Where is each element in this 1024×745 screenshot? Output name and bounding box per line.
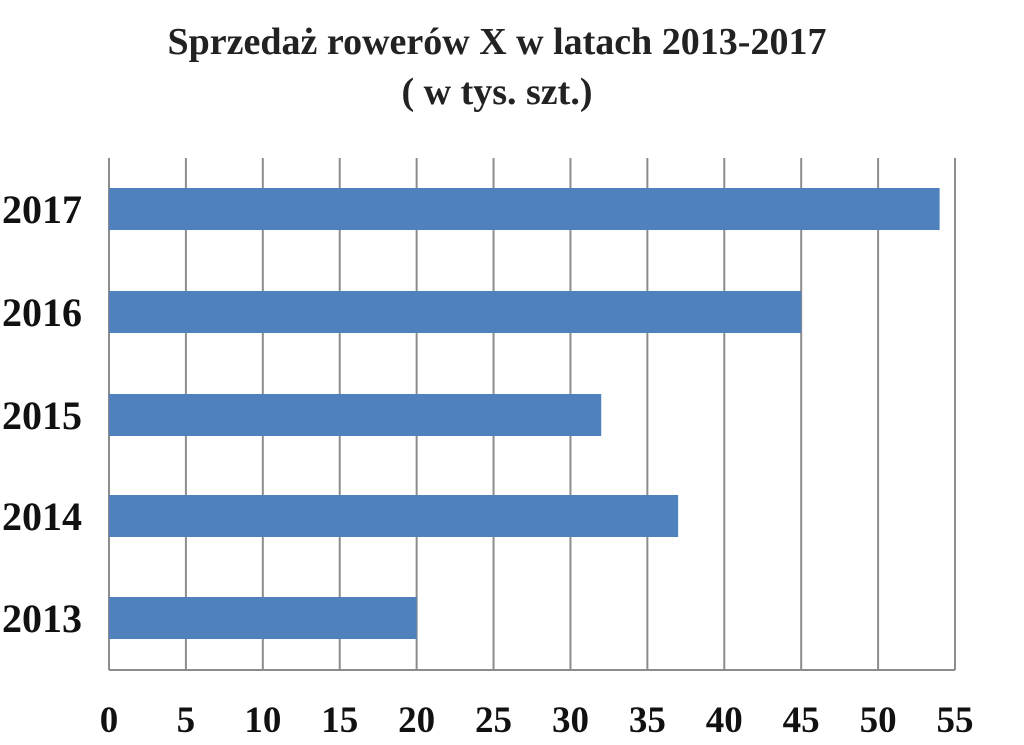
x-axis-tick-labels: 0 5 10 15 20 25 30 35 40 45 50 55 (100, 700, 974, 741)
chart-subtitle: ( w tys. szt.) (401, 71, 593, 113)
x-tick-label-55: 55 (937, 700, 974, 741)
bar-2017 (109, 188, 940, 230)
x-tick-label-0: 0 (100, 700, 119, 741)
y-tick-label-2016: 2016 (2, 290, 82, 335)
x-tick-label-40: 40 (706, 700, 743, 741)
bar-2015 (109, 394, 602, 436)
y-tick-label-2014: 2014 (2, 494, 82, 539)
chart-title: Sprzedaż rowerów X w latach 2013-2017 (167, 21, 827, 63)
x-tick-label-50: 50 (860, 700, 897, 741)
bars (109, 188, 940, 639)
x-tick-label-20: 20 (398, 700, 435, 741)
bar-2014 (109, 495, 679, 537)
x-tick-label-30: 30 (552, 700, 589, 741)
x-tick-label-35: 35 (629, 700, 666, 741)
x-tick-label-10: 10 (244, 700, 281, 741)
y-axis-tick-labels: 2013 2014 2015 2016 2017 (2, 187, 82, 641)
x-tick-label-5: 5 (177, 700, 196, 741)
y-tick-label-2013: 2013 (2, 596, 82, 641)
bar-2013 (109, 597, 417, 639)
y-tick-label-2017: 2017 (2, 187, 82, 232)
bar-2016 (109, 291, 802, 333)
y-tick-label-2015: 2015 (2, 393, 82, 438)
x-tick-label-45: 45 (783, 700, 820, 741)
x-tick-label-15: 15 (321, 700, 358, 741)
x-tick-label-25: 25 (475, 700, 512, 741)
